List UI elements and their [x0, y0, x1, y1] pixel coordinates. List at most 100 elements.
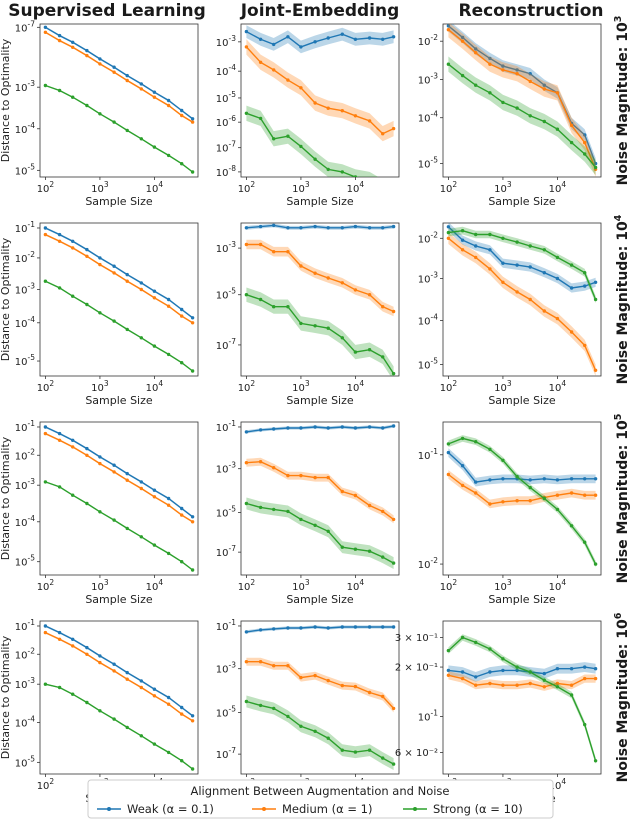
series-weak-point — [593, 477, 598, 481]
series-medium-band — [448, 232, 596, 376]
series-medium-point — [555, 493, 560, 497]
series-medium-point — [460, 483, 465, 488]
series-medium-point — [57, 438, 62, 442]
plot-area — [244, 223, 396, 376]
x-tick-label-base: 10 — [494, 383, 507, 394]
x-tick-label-base: 10 — [494, 582, 507, 593]
series-medium-point — [501, 280, 505, 284]
series-medium-point — [43, 232, 48, 237]
series-strong-point — [353, 547, 358, 551]
series-medium-point — [190, 120, 195, 124]
series-weak-point — [166, 98, 171, 103]
y-tick-label-exponent: -5 — [431, 156, 439, 165]
series-medium-point — [488, 62, 492, 66]
series-strong-point — [460, 229, 465, 233]
x-axis-label: Sample Size — [286, 394, 354, 407]
series-strong-point — [112, 319, 116, 323]
series-strong-point — [367, 748, 372, 752]
y-tick-label: 10-4 — [15, 315, 35, 330]
series-medium-point — [353, 684, 358, 689]
y-tick-label-exponent: -5 — [229, 90, 237, 99]
series-weak-point — [446, 225, 451, 229]
series-strong-point — [190, 767, 195, 771]
series-weak-point — [391, 35, 396, 39]
series-weak-point — [71, 438, 75, 442]
y-tick-label-exponent: -2 — [431, 556, 439, 565]
x-tick-label: 103 — [292, 379, 310, 394]
series-strong-point — [569, 524, 574, 528]
y-tick-label-base: 10 — [216, 341, 229, 352]
series-medium-point — [515, 499, 519, 503]
series-medium-point — [474, 255, 478, 260]
series-strong-point — [139, 137, 143, 141]
series-weak-point — [381, 426, 385, 430]
series-medium-point — [460, 39, 465, 43]
series-strong-point — [542, 678, 546, 682]
y-tick-label: 10-1 — [216, 618, 236, 633]
y-tick-label-exponent: -1 — [28, 618, 36, 627]
series-medium-point — [57, 637, 62, 641]
series-weak-point — [190, 714, 195, 718]
series-medium-point — [152, 495, 157, 499]
legend-label: Weak (α = 0.1) — [127, 802, 214, 816]
y-tick-label-base: 10 — [216, 291, 229, 302]
y-tick-label-exponent: -1 — [28, 419, 36, 428]
series-medium-band — [448, 470, 596, 509]
series-medium-point — [340, 281, 344, 285]
y-tick-label: 10-8 — [216, 164, 236, 179]
series-strong-point — [71, 95, 75, 99]
series-medium-point — [446, 673, 451, 677]
x-tick-label-base: 10 — [292, 582, 305, 593]
series-weak-point — [180, 506, 184, 511]
x-tick-label-base: 10 — [549, 184, 562, 195]
row-title-label: Noise Magnitude: 10 — [615, 420, 631, 583]
x-tick-label-exponent: 4 — [561, 379, 566, 388]
y-tick-label-exponent: -1 — [431, 447, 439, 456]
x-axis-label: Sample Size — [85, 394, 153, 407]
panel-r4-c3: 1021031043 × 10⁻¹2 × 10⁻¹10-16 × 10⁻²Sam… — [395, 620, 602, 805]
series-strong-point — [326, 326, 330, 330]
series-medium-point — [125, 78, 129, 83]
series-weak-point — [286, 626, 290, 630]
series-weak-point — [583, 665, 587, 669]
y-tick-label: 10-3 — [15, 477, 35, 492]
series-strong-point — [43, 279, 48, 283]
series-strong-point — [446, 230, 451, 235]
x-tick-label-exponent: 4 — [158, 379, 163, 388]
y-tick-label-exponent: -5 — [431, 357, 439, 366]
series-strong-point — [583, 540, 587, 544]
series-weak-point — [501, 477, 505, 481]
series-weak-point — [57, 431, 62, 436]
series-strong-point — [340, 748, 344, 752]
y-axis-label-group: Distance to Optimality — [0, 38, 12, 162]
series-medium-point — [166, 103, 171, 108]
y-tick-label-exponent: -3 — [229, 34, 237, 43]
y-tick-label-base: 10 — [15, 166, 28, 177]
series-strong-line — [447, 636, 597, 762]
series-medium-point — [43, 630, 48, 635]
series-strong-point — [166, 551, 171, 556]
y-tick-label-base: 10 — [15, 286, 28, 297]
x-tick-label: 103 — [494, 379, 512, 394]
series-weak-point — [272, 427, 276, 431]
y-tick-label: 10-5 — [418, 156, 438, 171]
series-strong-line — [246, 700, 394, 765]
x-tick-label-base: 10 — [347, 383, 360, 394]
y-tick-label: 10-5 — [216, 90, 236, 105]
series-weak-point — [446, 450, 451, 455]
series-medium-point — [460, 676, 465, 681]
x-tick-label-exponent: 3 — [507, 578, 512, 587]
series-strong-point — [474, 232, 478, 237]
y-tick-label-exponent: -7 — [28, 19, 36, 28]
x-tick-label: 102 — [238, 379, 256, 394]
series-weak-point — [244, 630, 249, 634]
x-tick-label-exponent: 3 — [305, 578, 310, 587]
series-strong-point — [326, 736, 330, 740]
x-tick-label-base: 10 — [549, 383, 562, 394]
series-weak-point — [152, 687, 157, 691]
series-medium-point — [98, 262, 102, 267]
series-weak-point — [244, 226, 249, 230]
legend-item-weak: Weak (α = 0.1) — [97, 802, 214, 816]
series-weak-point — [340, 425, 344, 429]
series-medium-point — [326, 678, 330, 683]
